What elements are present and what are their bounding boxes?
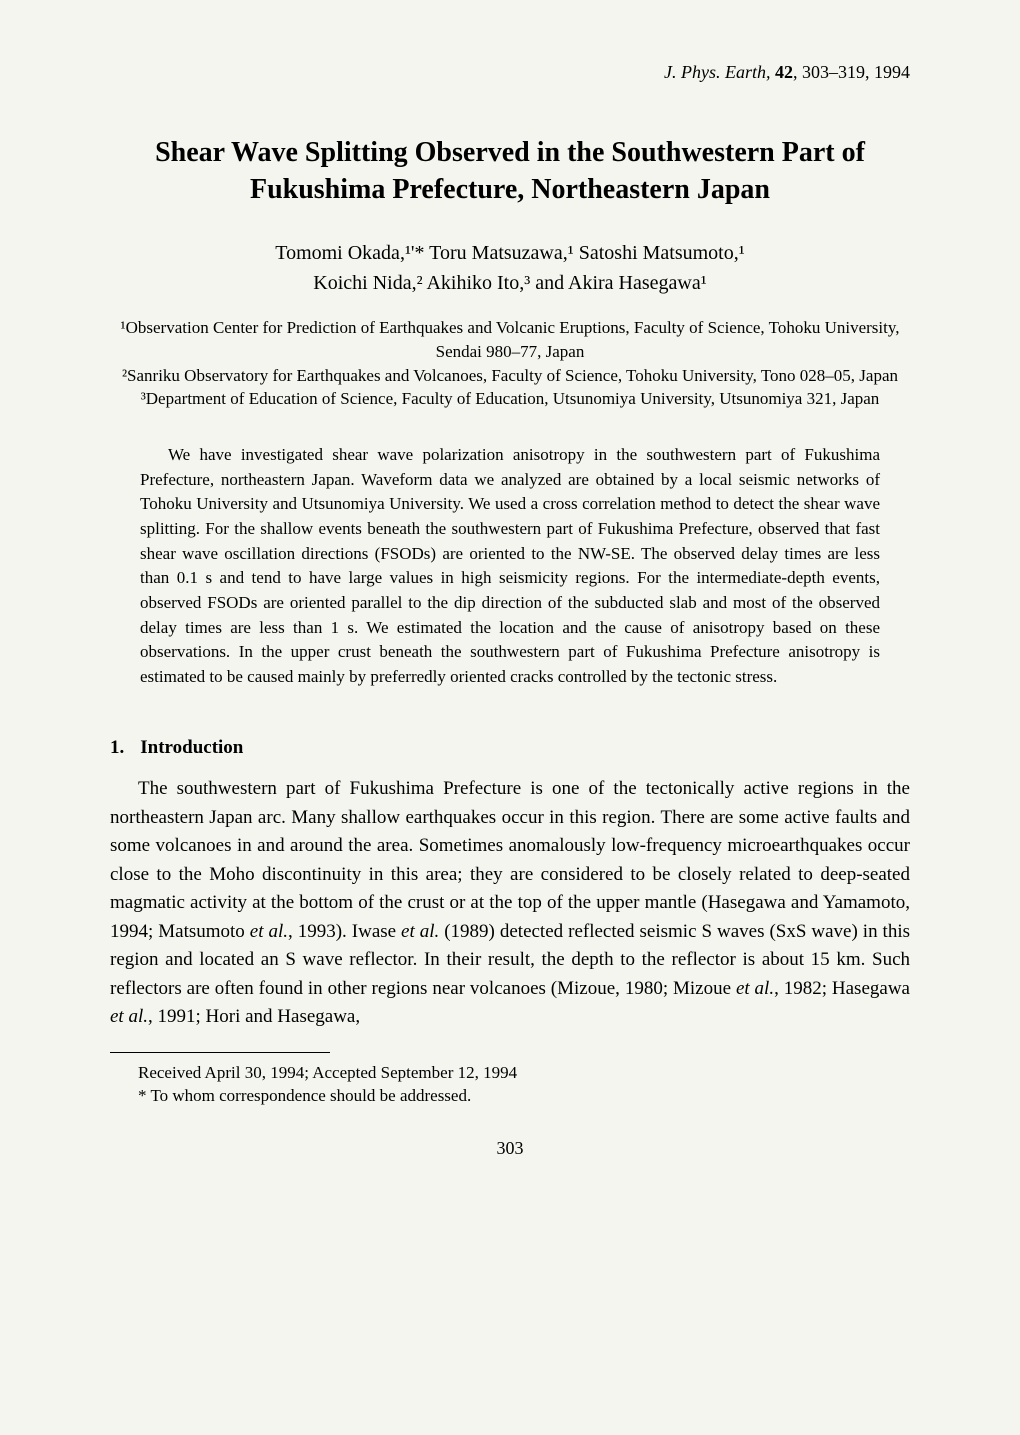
affiliations-block: ¹Observation Center for Prediction of Ea…	[110, 316, 910, 411]
journal-name: J. Phys. Earth	[664, 62, 766, 82]
journal-reference: J. Phys. Earth, 42, 303–319, 1994	[110, 60, 910, 85]
section-heading: 1. Introduction	[110, 735, 910, 762]
authors-line-2: Koichi Nida,² Akihiko Ito,³ and Akira Ha…	[110, 268, 910, 298]
abstract-text: We have investigated shear wave polariza…	[140, 443, 880, 689]
footnote-received: Received April 30, 1994; Accepted Septem…	[110, 1061, 910, 1085]
journal-year: 1994	[874, 62, 910, 82]
journal-comma2: ,	[793, 62, 802, 82]
affiliation-1: ¹Observation Center for Prediction of Ea…	[110, 316, 910, 364]
journal-volume: 42	[775, 62, 793, 82]
affiliation-2: ²Sanriku Observatory for Earthquakes and…	[110, 364, 910, 388]
page-number: 303	[110, 1136, 910, 1161]
affiliation-3: ³Department of Education of Science, Fac…	[110, 387, 910, 411]
journal-comma: ,	[766, 62, 775, 82]
journal-comma3: ,	[865, 62, 874, 82]
authors-line-1: Tomomi Okada,¹'* Toru Matsuzawa,¹ Satosh…	[110, 238, 910, 268]
section-number: 1.	[110, 737, 124, 758]
journal-pages: 303–319	[802, 62, 865, 82]
paper-title: Shear Wave Splitting Observed in the Sou…	[110, 135, 910, 208]
authors-block: Tomomi Okada,¹'* Toru Matsuzawa,¹ Satosh…	[110, 238, 910, 298]
footnote-correspondence: * To whom correspondence should be addre…	[110, 1084, 910, 1108]
section-title: Introduction	[140, 737, 243, 758]
footnote-divider	[110, 1052, 330, 1053]
introduction-paragraph: The southwestern part of Fukushima Prefe…	[110, 775, 910, 1032]
